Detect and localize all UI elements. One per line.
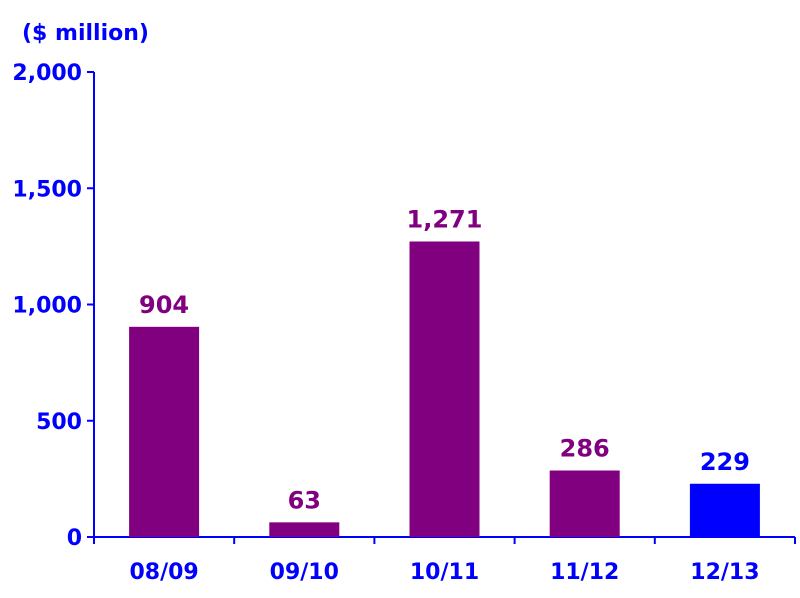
bars bbox=[129, 241, 760, 537]
data-label: 63 bbox=[288, 486, 321, 514]
bar-09-10 bbox=[269, 522, 340, 537]
data-label: 229 bbox=[700, 448, 750, 476]
data-label: 904 bbox=[139, 291, 189, 319]
x-tick-label: 09/10 bbox=[270, 560, 339, 585]
x-tick-label: 08/09 bbox=[129, 560, 198, 585]
x-tick-label: 11/12 bbox=[550, 560, 619, 585]
data-label: 1,271 bbox=[407, 205, 483, 233]
data-labels: 904 63 1,271 286 229 bbox=[139, 205, 750, 514]
y-tick-label: 1,500 bbox=[12, 177, 82, 202]
y-tick-label: 500 bbox=[36, 410, 82, 435]
data-label: 286 bbox=[560, 435, 610, 463]
y-tick-label: 2,000 bbox=[12, 61, 82, 86]
unit-label: ($ million) bbox=[22, 21, 149, 46]
x-tick-label: 12/13 bbox=[690, 560, 759, 585]
x-tick-label: 10/11 bbox=[410, 560, 479, 585]
x-axis: 08/09 09/10 10/11 11/12 12/13 bbox=[93, 536, 796, 585]
y-tick-label: 0 bbox=[67, 526, 82, 551]
bar-11-12 bbox=[549, 470, 620, 537]
y-axis: 0 500 1,000 1,500 2,000 bbox=[12, 61, 95, 551]
bar-10-11 bbox=[409, 241, 480, 537]
bar-12-13 bbox=[689, 483, 760, 537]
bar-08-09 bbox=[129, 326, 200, 537]
y-tick-label: 1,000 bbox=[12, 294, 82, 319]
